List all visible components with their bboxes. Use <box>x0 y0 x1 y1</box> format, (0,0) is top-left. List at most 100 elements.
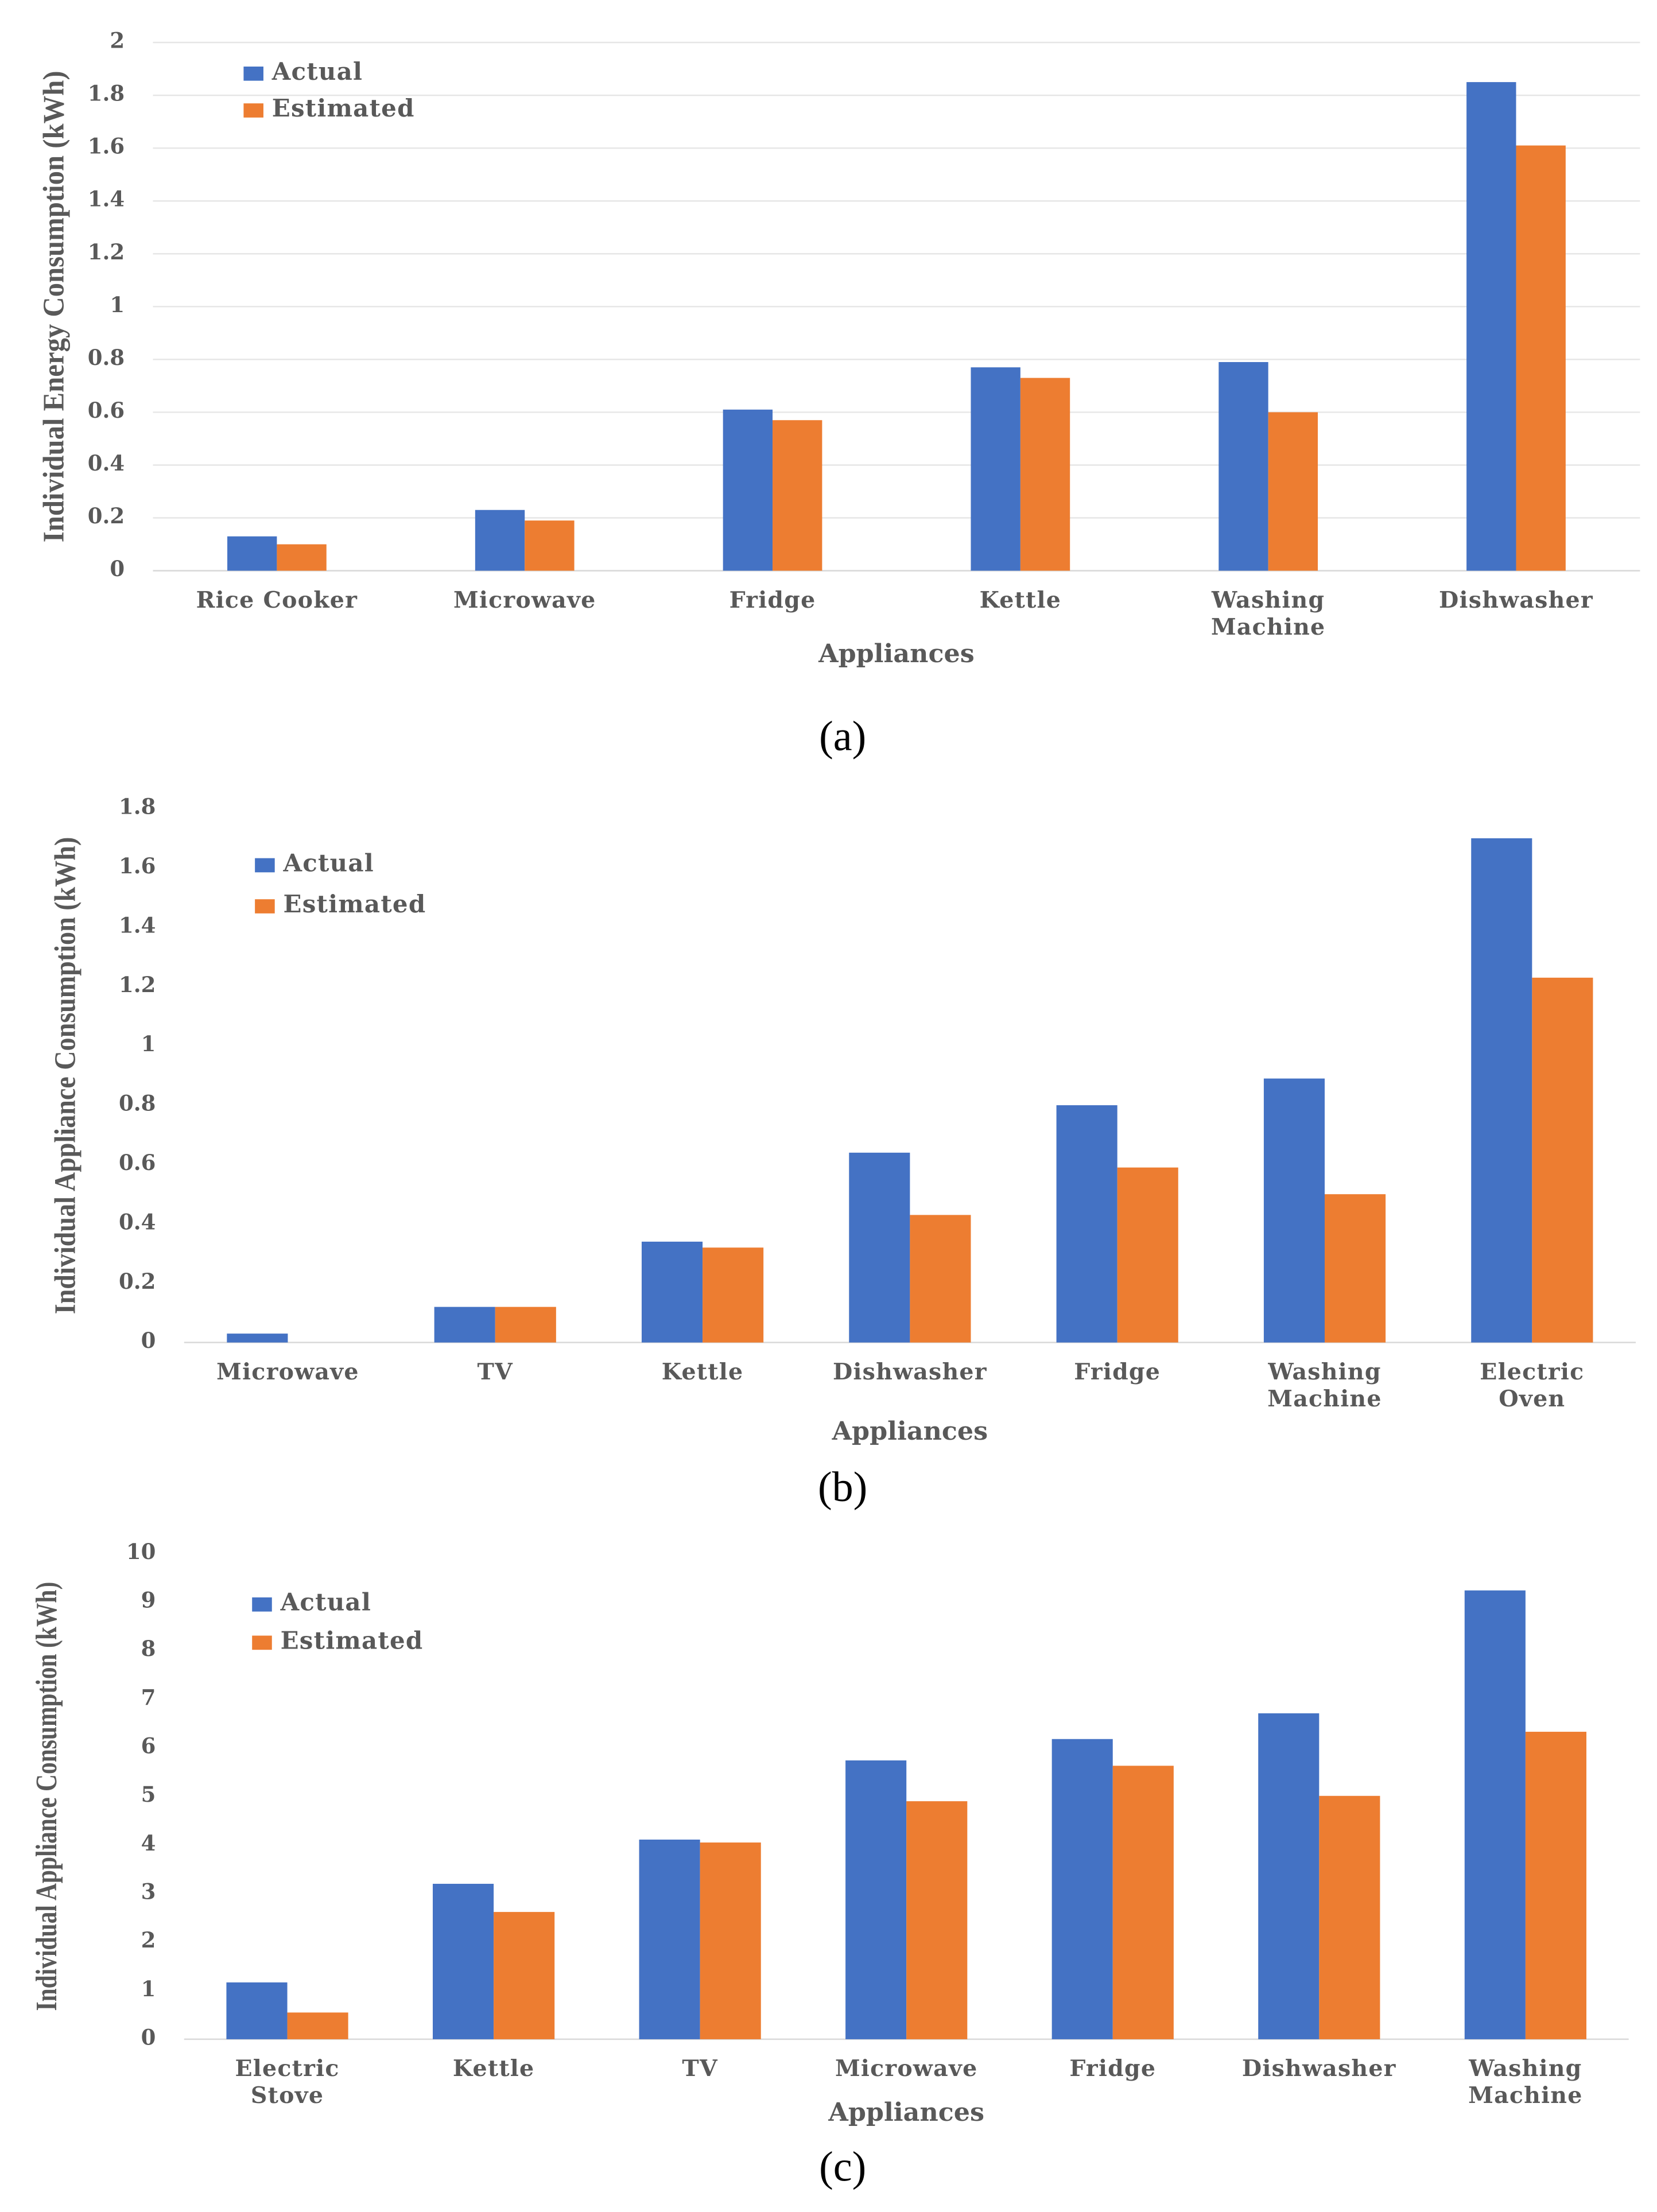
bar <box>1471 838 1532 1343</box>
bar <box>475 510 525 571</box>
bar <box>641 1241 703 1343</box>
x-tick-label: Kettle <box>662 1359 744 1385</box>
bar <box>1020 378 1070 571</box>
bar <box>434 1307 495 1343</box>
bar <box>287 2012 348 2039</box>
legend-swatch <box>255 858 275 873</box>
bar <box>494 1912 555 2039</box>
bar <box>227 536 277 571</box>
y-tick-label: 2 <box>141 1927 156 1953</box>
y-axis-title: Individual Appliance Consumption (kWh) <box>30 1582 63 2011</box>
y-axis-title: Individual Energy Consumption (kWh) <box>38 71 71 542</box>
bar <box>849 1152 910 1343</box>
y-tick-label: 2 <box>110 28 125 53</box>
y-tick-label: 0.2 <box>88 503 125 528</box>
legend-swatch <box>243 103 263 118</box>
bar <box>910 1215 971 1343</box>
x-tick-label: Rice Cooker <box>196 587 358 613</box>
legend-label: Actual <box>280 1588 371 1616</box>
bar <box>1466 82 1516 571</box>
y-tick-label: 1.2 <box>88 239 125 265</box>
bar <box>1051 1739 1113 2039</box>
x-axis-title: Appliances <box>832 1416 988 1446</box>
y-tick-label: 0 <box>141 1328 156 1353</box>
bar <box>1325 1194 1386 1343</box>
y-tick-label: 10 <box>126 1539 156 1564</box>
legend-swatch <box>252 1635 272 1650</box>
x-tick-label: Washing Machine <box>1468 2055 1582 2109</box>
panel-label: (c) <box>819 2143 866 2190</box>
y-tick-label: 1.2 <box>119 972 156 997</box>
x-tick-label: Washing Machine <box>1211 587 1325 640</box>
y-tick-label: 0.4 <box>88 450 125 476</box>
panel-label: (a) <box>819 713 866 760</box>
y-tick-label: 0.6 <box>88 398 125 423</box>
bar <box>277 544 327 571</box>
x-tick-label: Dishwasher <box>833 1359 987 1385</box>
bar <box>1258 1713 1320 2039</box>
y-tick-label: 6 <box>141 1733 156 1758</box>
y-tick-label: 0.8 <box>88 345 125 370</box>
y-tick-label: 0 <box>141 2024 156 2050</box>
x-axis-title: Appliances <box>818 639 975 668</box>
y-tick-label: 0.2 <box>119 1269 156 1294</box>
x-axis-title: Appliances <box>828 2097 984 2127</box>
x-tick-label: Fridge <box>1074 1359 1161 1385</box>
y-tick-label: 0 <box>110 556 125 581</box>
legend-swatch <box>252 1597 272 1612</box>
bar <box>1464 1590 1526 2039</box>
y-tick-label: 0.8 <box>119 1091 156 1116</box>
y-tick-label: 5 <box>141 1782 156 1807</box>
y-axis-title: Individual Appliance Consumption (kWh) <box>49 837 82 1315</box>
x-tick-label: Microwave <box>835 2055 978 2082</box>
legend-label: Actual <box>271 57 363 85</box>
y-tick-label: 4 <box>141 1830 156 1856</box>
x-tick-label: Washing Machine <box>1267 1359 1382 1412</box>
bar <box>1532 977 1593 1343</box>
bar <box>845 1760 907 2039</box>
x-tick-label: TV <box>478 1359 514 1385</box>
y-tick-label: 1.8 <box>88 81 125 106</box>
bar <box>227 1334 288 1343</box>
y-tick-label: 8 <box>141 1636 156 1661</box>
y-tick-label: 1 <box>141 1976 156 2001</box>
bar <box>723 409 773 571</box>
legend-label: Actual <box>283 849 374 877</box>
x-tick-label: Electric Oven <box>1480 1359 1584 1412</box>
bar <box>906 1801 968 2039</box>
bar <box>639 1839 700 2039</box>
bar <box>1319 1795 1380 2039</box>
y-tick-label: 1.8 <box>119 794 156 819</box>
bar <box>703 1247 764 1343</box>
y-tick-label: 1.6 <box>88 134 125 159</box>
bar <box>1525 1732 1586 2039</box>
y-tick-label: 1 <box>141 1031 156 1056</box>
bar <box>495 1307 556 1343</box>
y-tick-label: 1.4 <box>88 186 125 212</box>
x-tick-label: Dishwasher <box>1439 587 1593 613</box>
x-tick-label: Microwave <box>453 587 596 613</box>
y-tick-label: 9 <box>141 1588 156 1613</box>
bar <box>1268 412 1318 571</box>
x-tick-label: Kettle <box>980 587 1062 613</box>
y-tick-label: 3 <box>141 1879 156 1904</box>
y-tick-label: 0.6 <box>119 1150 156 1175</box>
legend-label: Estimated <box>272 94 415 122</box>
bar <box>1516 145 1566 571</box>
bar <box>525 520 575 571</box>
y-tick-label: 1 <box>110 292 125 317</box>
x-tick-label: Fridge <box>1069 2055 1156 2082</box>
bar <box>773 420 822 571</box>
x-tick-label: Electric Stove <box>235 2055 339 2109</box>
bar <box>971 367 1020 571</box>
legend-label: Estimated <box>281 1626 424 1654</box>
bar <box>1112 1766 1174 2039</box>
x-tick-label: Fridge <box>729 587 816 613</box>
x-tick-label: Microwave <box>216 1359 359 1385</box>
panel-label: (b) <box>818 1464 867 1511</box>
y-tick-label: 1.6 <box>119 853 156 878</box>
x-tick-label: Kettle <box>453 2055 535 2082</box>
y-tick-label: 7 <box>141 1685 156 1710</box>
